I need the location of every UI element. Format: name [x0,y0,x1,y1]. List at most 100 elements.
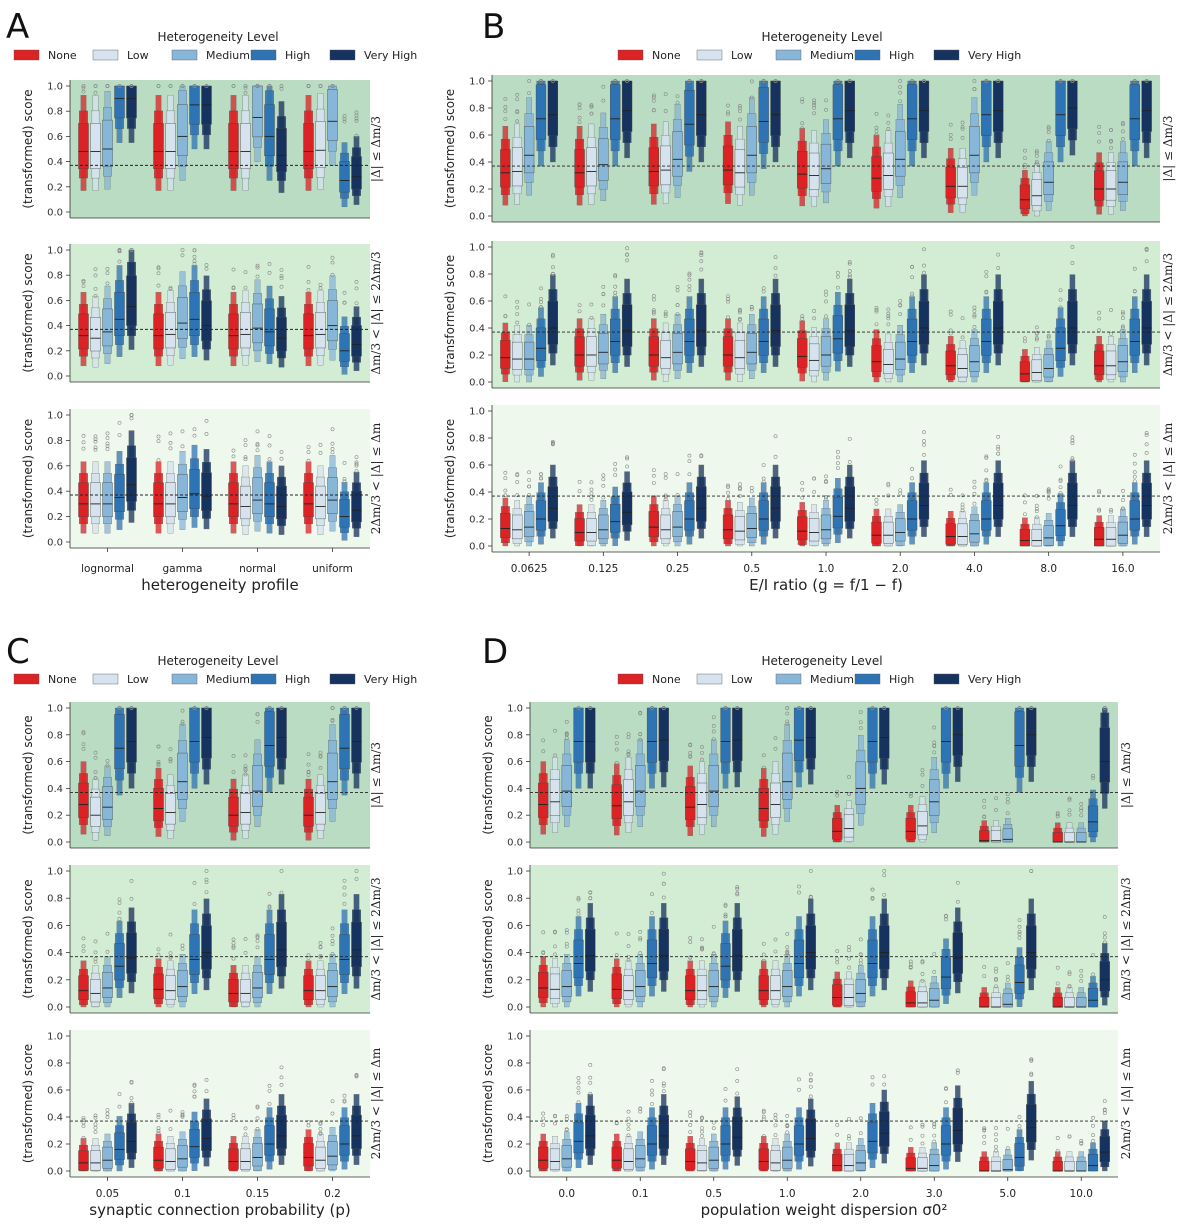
outlier-point [1055,981,1060,986]
outlier-point [1034,509,1039,514]
box-body [586,147,597,187]
outlier-point [1023,500,1027,505]
row-condition-label: Δm/3 < |Δ| ≤ 2Δm/3 [369,877,383,1000]
outlier-point [105,436,110,440]
outlier-point [93,437,98,442]
outlier-point [948,328,953,333]
box-body [940,707,952,763]
outlier-point [117,1092,122,1097]
outlier-point [93,1113,98,1118]
outlier-point [156,763,161,768]
outlier-point [908,1125,913,1130]
outlier-point [527,79,532,83]
outlier-point [550,265,555,270]
outlier-point [541,1116,546,1121]
outlier-point [117,259,122,264]
box-body [895,341,906,370]
panel-label: B [482,7,505,47]
outlier-point [1058,79,1063,83]
outlier-point [156,434,161,439]
y-tick-label: 0.8 [469,270,485,281]
outlier-point [1109,308,1113,312]
box-body [252,85,263,138]
outlier-point [625,252,629,257]
outlier-point [330,1099,335,1104]
legend-label-4: Very High [364,49,417,62]
box-body [78,123,89,169]
outlier-point [330,255,335,260]
x-tick-label: 2.0 [852,1188,869,1200]
box-body [1055,80,1066,136]
box-body [201,925,212,970]
box-body [905,1157,916,1172]
box-body [201,472,212,511]
x-tick-label: 10.0 [1070,1188,1093,1200]
outlier-point [812,101,817,105]
outlier-point [858,937,863,942]
outlier-point [812,111,817,116]
outlier-point [808,1084,813,1089]
box-body [339,161,350,193]
outlier-point [255,935,260,940]
box-body [1105,527,1117,547]
y-axis-label: (transformed) score [21,89,35,208]
outlier-point [663,312,668,317]
box-body [339,1125,350,1156]
box-body [867,1122,878,1154]
outlier-point [204,263,209,267]
box-body [805,1118,816,1151]
box-body [658,929,669,972]
outlier-point [1097,508,1102,513]
outlier-point [687,284,692,289]
outlier-point [1058,305,1063,310]
row-1: 0.00.20.40.60.81.0(transformed) score Δm/… [21,865,383,1014]
box-body [1129,84,1140,140]
outlier-point [650,1102,654,1106]
outlier-point [589,103,594,108]
box-body [832,818,843,840]
outlier-point [948,312,953,317]
outlier-point [243,1126,248,1131]
outlier-point [910,275,914,280]
box-body [832,497,844,529]
outlier-point [1058,297,1063,302]
outlier-point [650,1078,654,1083]
outlier-point [539,305,543,309]
outlier-point [231,84,236,88]
outlier-point [699,259,704,264]
outlier-point [255,448,260,453]
outlier-point [761,753,766,758]
outlier-point [994,1132,998,1137]
legend-label-0: None [48,49,77,62]
outlier-point [1079,813,1084,818]
outlier-point [800,481,805,485]
legend-label-3: High [889,673,914,686]
outlier-point [944,1100,948,1105]
outlier-point [156,84,161,88]
outlier-point [835,957,840,961]
outlier-point [638,737,643,742]
outlier-point [588,1063,593,1067]
outlier-point [117,897,122,902]
outlier-point [192,84,197,88]
y-axis-label: (transformed) score [21,253,35,372]
outlier-point [932,1139,937,1144]
outlier-point [318,1121,323,1126]
outlier-point [726,110,730,115]
outlier-point [588,1075,593,1080]
outlier-point [576,896,581,900]
box-body [78,313,89,350]
outlier-point [279,1083,284,1087]
outlier-point [835,274,840,279]
box-body [844,304,855,347]
outlier-point [117,249,122,253]
row-2: 0.00.20.40.60.81.0(transformed) score 2Δm… [21,1030,383,1178]
outlier-point [847,269,852,273]
box-body [512,514,523,540]
outlier-point [910,467,914,471]
outlier-point [255,265,260,270]
outlier-point [761,765,766,770]
outlier-point [1079,1141,1084,1146]
outlier-point [858,726,863,731]
outlier-point [330,1111,335,1116]
